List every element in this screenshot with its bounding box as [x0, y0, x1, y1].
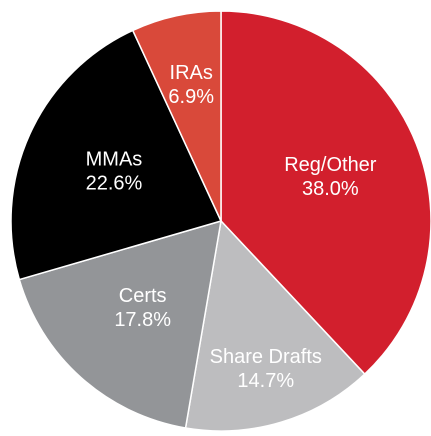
pie-slice — [10, 29, 223, 281]
slice-value: 38.0% — [302, 178, 359, 200]
pie-slice — [220, 10, 431, 376]
slice-value: 6.9% — [168, 86, 214, 108]
pie-slice — [131, 10, 222, 222]
slice-value: 17.8% — [114, 309, 171, 331]
slice-label: MMAs — [86, 149, 143, 171]
pie-slice — [18, 219, 222, 429]
slice-value: 14.7% — [237, 370, 294, 392]
slice-label: Share Drafts — [210, 346, 322, 368]
pie-slice — [184, 219, 366, 432]
slice-label: Reg/Other — [284, 154, 377, 176]
slice-value: 22.6% — [86, 173, 143, 195]
slice-label: IRAs — [170, 62, 213, 84]
slice-label: Certs — [119, 285, 167, 307]
